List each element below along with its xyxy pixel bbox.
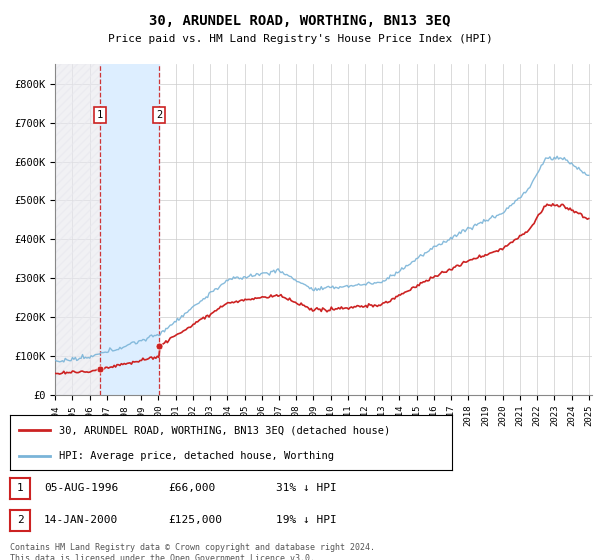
- Bar: [100, 64, 159, 395]
- Text: 1: 1: [97, 110, 103, 120]
- Text: 2: 2: [156, 110, 162, 120]
- Text: Contains HM Land Registry data © Crown copyright and database right 2024.
This d: Contains HM Land Registry data © Crown c…: [10, 543, 375, 560]
- Text: Price paid vs. HM Land Registry's House Price Index (HPI): Price paid vs. HM Land Registry's House …: [107, 34, 493, 44]
- Text: £125,000: £125,000: [168, 515, 222, 525]
- Text: HPI: Average price, detached house, Worthing: HPI: Average price, detached house, Wort…: [59, 451, 334, 461]
- Text: 30, ARUNDEL ROAD, WORTHING, BN13 3EQ (detached house): 30, ARUNDEL ROAD, WORTHING, BN13 3EQ (de…: [59, 426, 390, 435]
- Text: 14-JAN-2000: 14-JAN-2000: [44, 515, 118, 525]
- Text: £66,000: £66,000: [168, 483, 215, 493]
- Text: 2: 2: [17, 515, 23, 525]
- Text: 31% ↓ HPI: 31% ↓ HPI: [276, 483, 337, 493]
- Text: 1: 1: [17, 483, 23, 493]
- Text: 19% ↓ HPI: 19% ↓ HPI: [276, 515, 337, 525]
- Text: 30, ARUNDEL ROAD, WORTHING, BN13 3EQ: 30, ARUNDEL ROAD, WORTHING, BN13 3EQ: [149, 14, 451, 28]
- Text: 05-AUG-1996: 05-AUG-1996: [44, 483, 118, 493]
- Bar: [55, 64, 100, 395]
